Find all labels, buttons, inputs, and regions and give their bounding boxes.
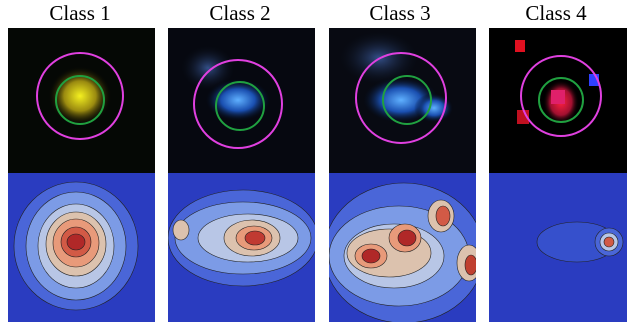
panel	[168, 28, 318, 322]
panel	[324, 28, 484, 322]
panel-title: Class 1	[49, 1, 110, 25]
figure: Class 1 Class 2 Class 3 Class 4	[0, 0, 627, 322]
panel-title: Class 4	[525, 1, 587, 25]
panel	[489, 28, 627, 322]
panel	[8, 28, 155, 322]
panel-title: Class 3	[369, 1, 430, 25]
panel-title: Class 2	[209, 1, 270, 25]
